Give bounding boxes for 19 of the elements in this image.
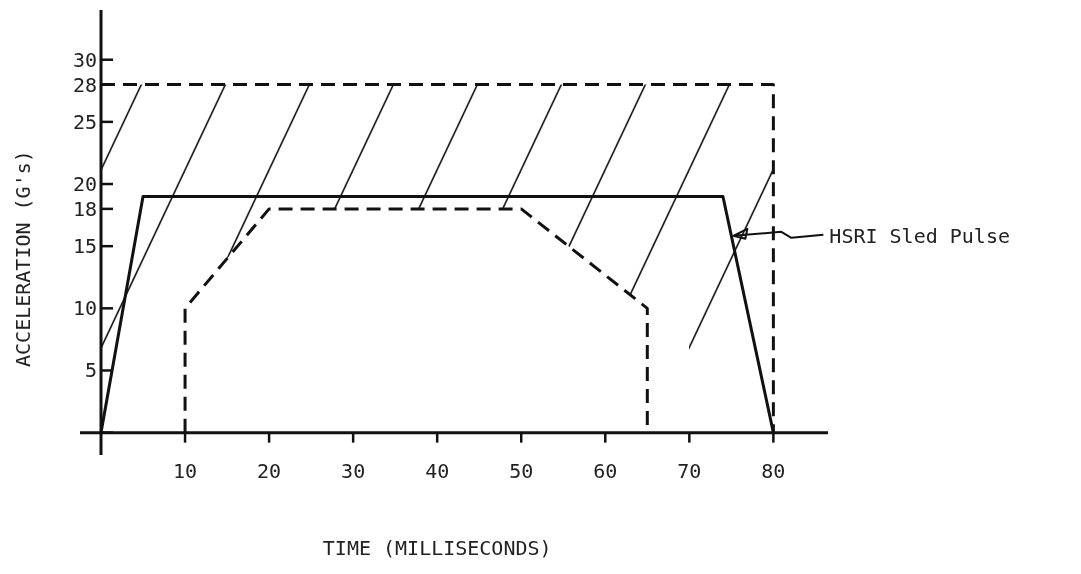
- y-tick-label: 28: [72, 72, 98, 97]
- x-tick-label: 80: [761, 458, 786, 483]
- y-tick-label: 30: [72, 47, 98, 72]
- y-tick-label: 20: [72, 172, 98, 197]
- y-tick-label: 25: [72, 109, 98, 134]
- x-tick-label: 40: [425, 458, 450, 483]
- y-tick-label: 18: [72, 196, 98, 221]
- x-tick-label: 50: [509, 458, 534, 483]
- y-axis-title: ACCELERATION (G's): [11, 150, 35, 367]
- y-tick-label: 5: [84, 358, 98, 383]
- x-tick-label: 10: [173, 458, 198, 483]
- text: HSRI Sled Pulse: [829, 223, 1010, 248]
- y-tick-label: 10: [72, 296, 98, 321]
- x-tick-label: 30: [341, 458, 366, 483]
- y-tick-label: 15: [72, 234, 98, 259]
- x-axis-title: TIME (MILLISECONDS): [322, 536, 552, 560]
- x-tick-label: 60: [593, 458, 618, 483]
- x-tick-label: 70: [677, 458, 702, 483]
- x-tick-label: 20: [257, 458, 282, 483]
